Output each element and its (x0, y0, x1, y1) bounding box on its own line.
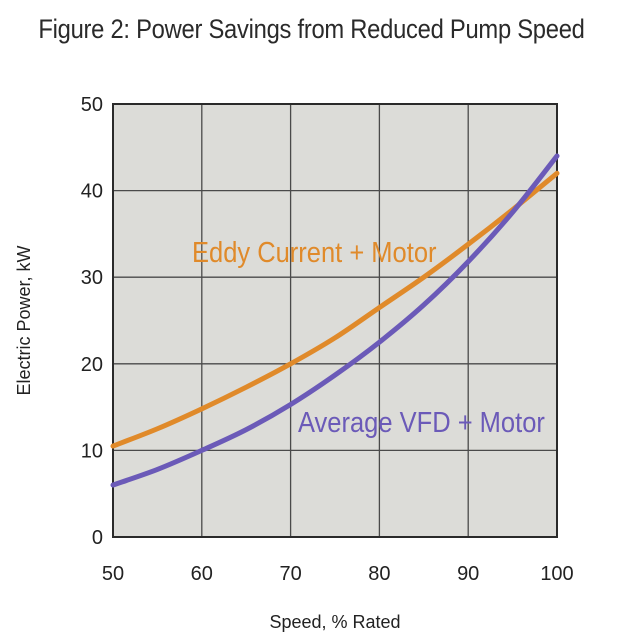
plot-frame (112, 103, 558, 538)
series-label-eddy-current: Eddy Current + Motor (192, 235, 437, 268)
x-tick-labels: 50 60 70 80 90 100 (102, 563, 574, 585)
y-axis-label: Electric Power, kW (14, 245, 34, 395)
x-axis-label: Speed, % Rated (269, 612, 400, 632)
x-tick-label: 70 (279, 563, 301, 585)
y-tick-label: 10 (81, 440, 103, 462)
series-line-1 (110, 153, 560, 488)
x-tick-label: 50 (102, 563, 124, 585)
plot-area (113, 104, 557, 537)
y-tick-label: 40 (81, 181, 103, 203)
y-tick-label: 30 (81, 267, 103, 289)
x-tick-label: 100 (540, 563, 573, 585)
series-lines (110, 153, 560, 488)
x-tick-label: 60 (191, 563, 213, 585)
series-line-0 (110, 170, 560, 449)
y-tick-labels: 0 10 20 30 40 50 (81, 94, 103, 549)
y-tick-label: 50 (81, 94, 103, 116)
x-tick-label: 80 (368, 563, 390, 585)
y-tick-label: 20 (81, 354, 103, 376)
chart-title: Figure 2: Power Savings from Reduced Pum… (38, 14, 585, 44)
y-tick-label: 0 (92, 527, 103, 549)
x-tick-label: 90 (457, 563, 479, 585)
series-label-average-vfd: Average VFD + Motor (298, 405, 545, 438)
